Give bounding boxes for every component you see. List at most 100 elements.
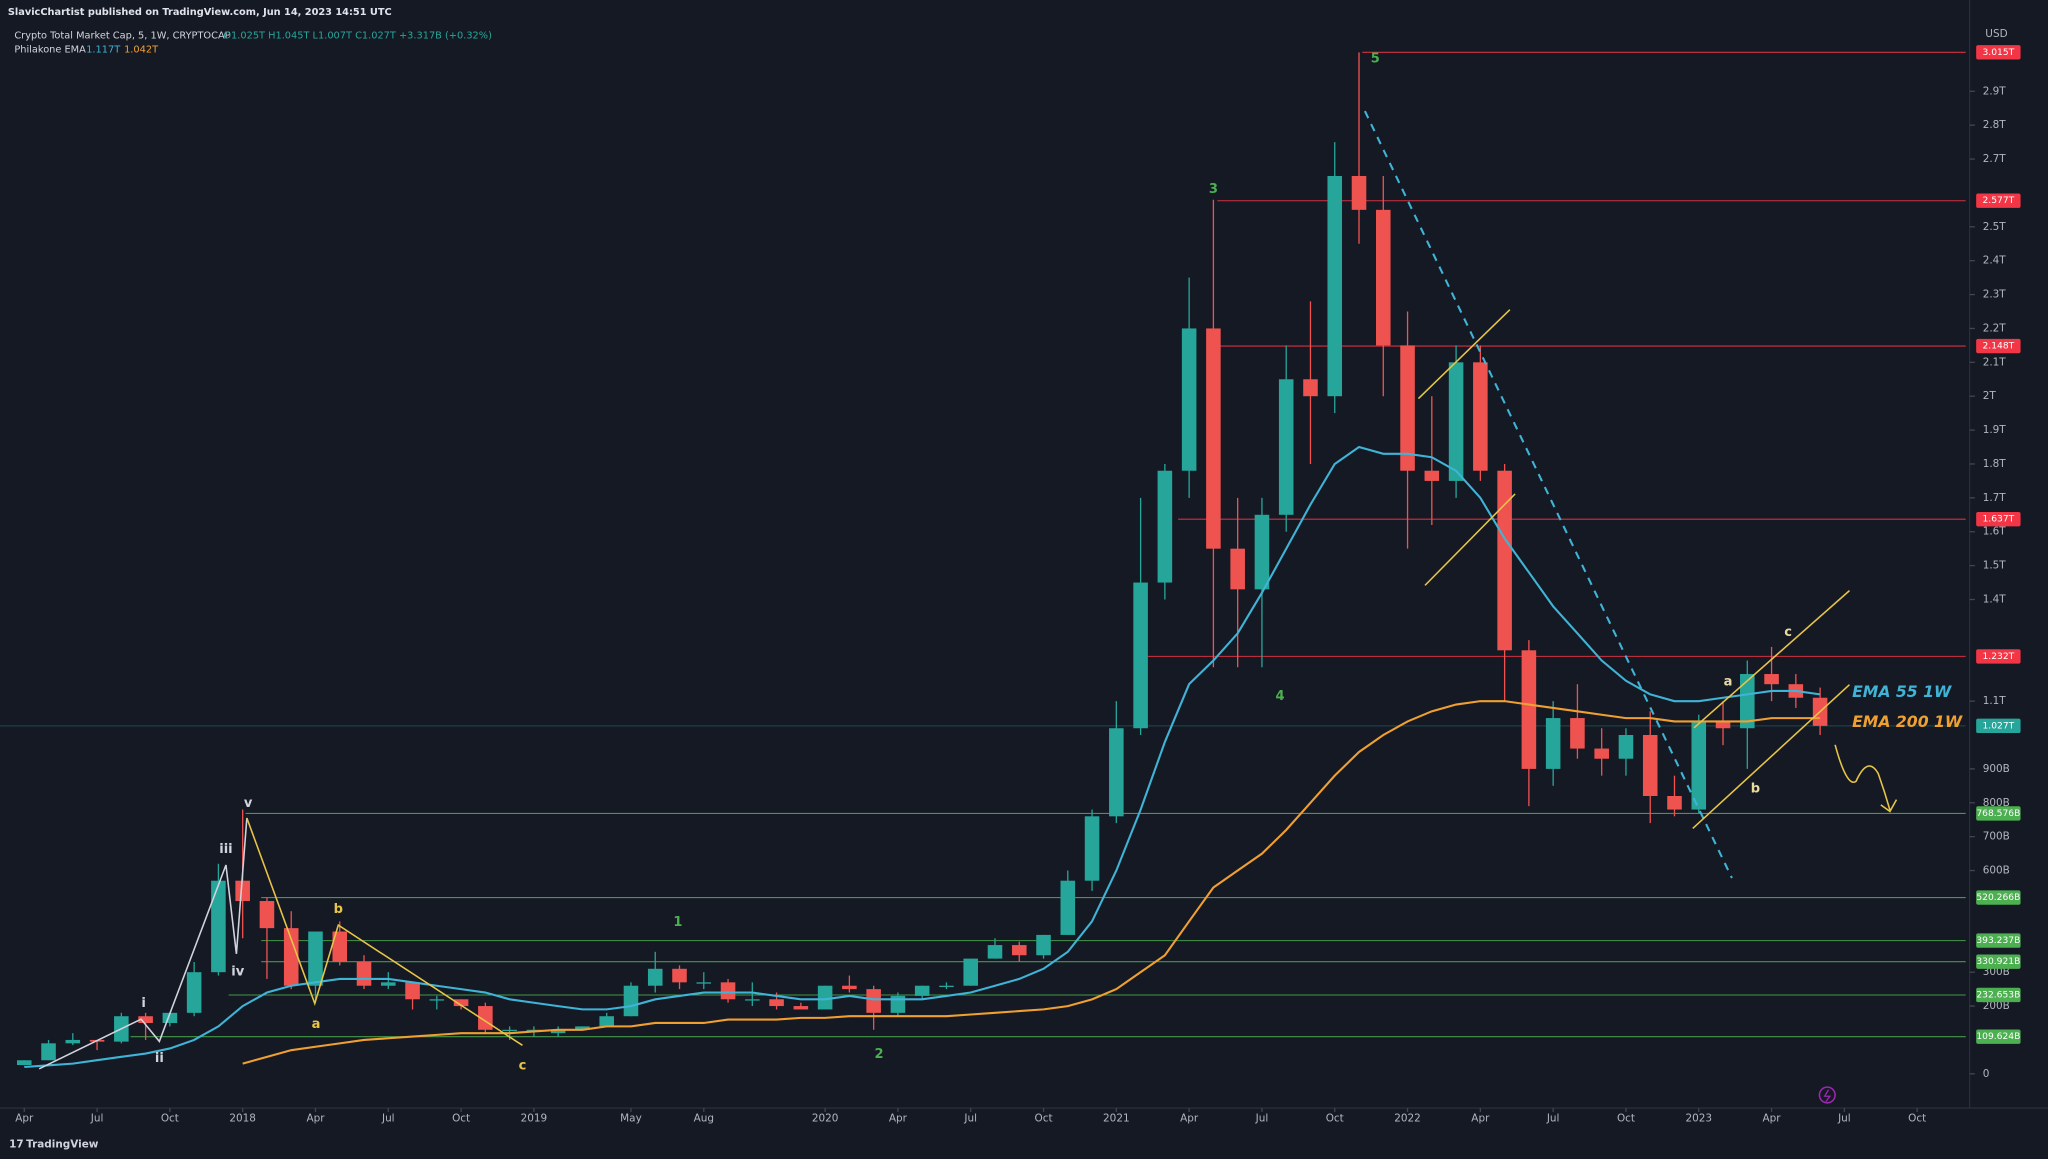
channel-line [1424,493,1516,586]
candle-body [1303,379,1318,397]
x-tick-label: Apr [306,1112,325,1124]
x-tick-label: May [620,1112,642,1124]
candle-body [1060,880,1076,935]
candle-body [1473,362,1488,471]
wave-label: 1 [673,915,682,930]
candle-body [817,985,833,1010]
candle-body [405,982,420,1000]
x-tick-label: Oct [1617,1112,1635,1124]
candle-body [332,931,348,963]
y-tick-label: 600B [1983,865,2010,877]
y-tick-label: 2T [1983,390,1997,402]
price-label: 3.015T [1983,48,2015,58]
candle-body [1715,721,1731,729]
price-label: 768.576B [1976,809,2020,819]
x-tick-label: Jul [1255,1112,1269,1124]
price-label: 1.027T [1983,721,2015,731]
x-tick-label: 2021 [1103,1112,1130,1124]
wave-label: b [334,902,343,917]
candle-body [696,982,712,984]
x-tick-label: 2019 [521,1112,548,1124]
price-label-box [1976,954,2021,969]
x-tick-label: 2020 [812,1112,839,1124]
candle-body [502,1029,517,1032]
wave-label: ii [155,1051,164,1066]
wave-label: a [1724,675,1733,690]
ema-line [242,700,1821,1065]
candle-body [1278,379,1294,515]
candle-body [1497,470,1512,651]
wave-label: 4 [1275,689,1284,704]
candle-body [914,985,930,996]
candle-body [1424,470,1440,481]
x-tick-label: Apr [1471,1112,1490,1124]
candle-body [1667,795,1682,810]
candle-body [162,1012,178,1023]
candle-body [1570,718,1585,749]
price-label: 520.266B [1976,893,2020,903]
price-label-box [1976,45,2021,60]
candle-body [1351,175,1367,210]
y-tick-label: 2.5T [1983,221,2007,233]
wave-label: c [1784,625,1792,640]
candle-body [623,985,639,1017]
candle-body [939,985,954,988]
candle-body [575,1026,590,1030]
candle-body [745,999,760,1001]
y-tick-label: 300B [1983,966,2010,978]
wave-label: i [141,996,145,1011]
wave-label: b [1751,782,1760,797]
price-label-box [1976,338,2021,354]
y-tick-label: 2.1T [1983,356,2007,368]
wave-label: 3 [1209,182,1218,197]
x-tick-label: Jul [381,1112,395,1124]
ohlc: O1.025T H1.045T L1.007T C1.027T +3.317B … [223,30,492,41]
channel-line [1417,309,1511,400]
price-label-box [1976,649,2021,664]
candle-body [1011,945,1027,956]
candle-body [1400,345,1415,471]
x-tick-label: 2022 [1394,1112,1421,1124]
x-tick-label: Apr [1180,1112,1199,1124]
x-tick-label: Oct [1035,1112,1053,1124]
candle-body [720,982,736,1000]
wave-label: c [519,1059,527,1074]
candle-body [1618,735,1634,759]
y-tick-label: 0 [1983,1068,1990,1080]
y-tick-label: 1.5T [1983,560,2007,572]
candle-body [1642,735,1658,796]
candle-body [259,901,275,929]
y-tick-label: 1.7T [1983,492,2007,504]
ema-label: EMA 55 1W [1852,682,1952,701]
candle-body [1254,514,1270,590]
price-label: 2.148T [1983,342,2015,352]
candle-body [235,880,250,902]
price-label-box [1976,933,2021,948]
wave-line [38,817,248,1070]
wave-label: 2 [874,1047,883,1062]
candle-body [381,982,396,986]
candle-body [769,999,784,1007]
symbol: Crypto Total Market Cap, 5, 1W, CRYPTOCA… [14,30,230,41]
candle-body [356,962,372,986]
wave-label: iv [231,965,244,980]
candle-body [1545,718,1561,769]
candle-body [987,945,1003,959]
icon [1818,1086,1836,1104]
candle-body [599,1016,614,1027]
candle-body [283,928,299,986]
price-label: 330.921B [1976,957,2020,967]
wave-label: a [312,1017,321,1032]
x-tick-label: Apr [15,1112,34,1124]
x-tick-label: Oct [452,1112,470,1124]
y-tick-label: 2.8T [1983,119,2007,131]
candle-body [647,968,663,986]
candle-body [16,1060,32,1066]
candle-body [1327,175,1343,397]
channel-line [1692,684,1850,829]
icon [1823,1089,1832,1102]
indicator-value: 1.042T [124,45,158,56]
candle-body [186,972,202,1013]
